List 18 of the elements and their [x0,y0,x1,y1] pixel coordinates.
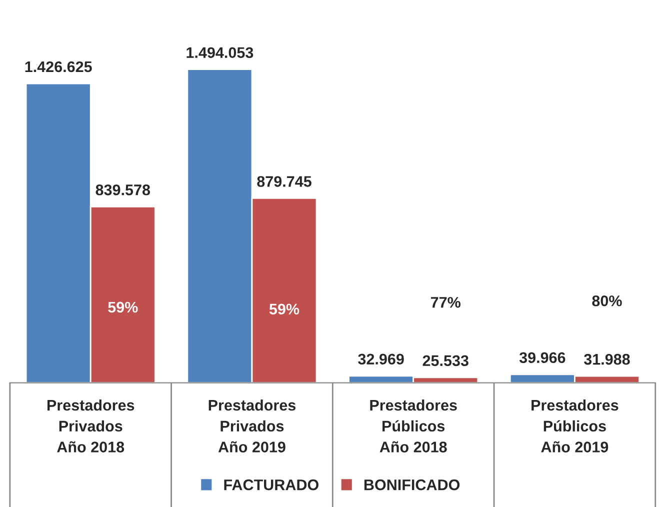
legend-label: FACTURADO [224,479,318,490]
data-label: 839.578 [96,184,150,196]
x-tick-label: Prestadores Públicos Año 2018 [370,399,457,452]
data-label: 25.533 [422,355,468,366]
annotation: 77% [430,296,460,308]
annotation: 59% [108,302,138,313]
data-label: 32.969 [358,354,404,365]
data-label: 39.966 [519,352,566,364]
annotation: 59% [269,304,300,315]
x-tick-label: Prestadores Públicos Año 2019 [532,399,618,452]
x-tick-label: Prestadores Privados Año 2019 [208,399,296,452]
data-label: 1.426.625 [25,61,92,72]
annotation: 80% [592,295,622,306]
legend-label: BONIFICADO [364,479,460,490]
data-label: 31.988 [584,354,630,365]
data-label: 1.494.053 [186,47,254,58]
data-label: 879.745 [257,176,312,187]
x-tick-label: Prestadores Privados Año 2018 [47,399,134,452]
